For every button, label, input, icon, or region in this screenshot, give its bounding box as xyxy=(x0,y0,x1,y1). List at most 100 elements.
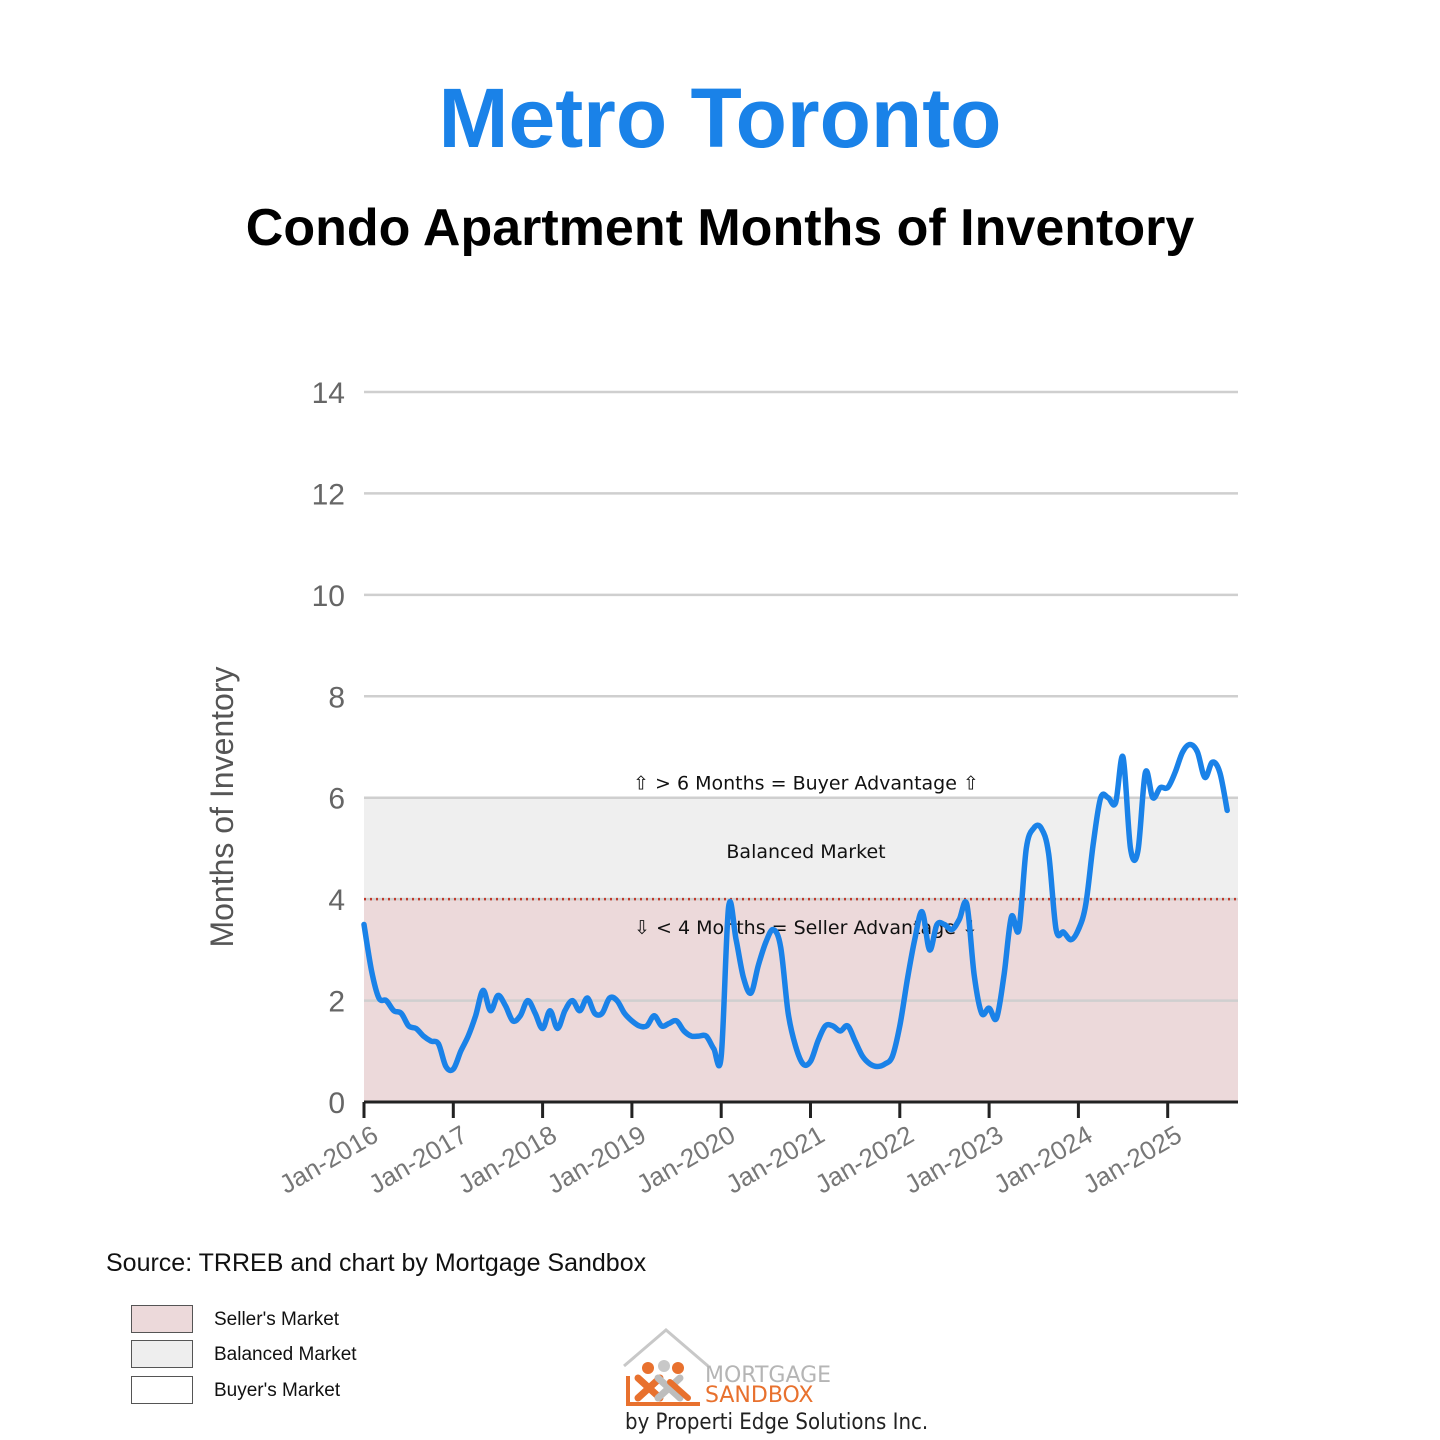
data-point-82 xyxy=(972,973,976,977)
data-point-81 xyxy=(965,902,969,906)
data-point-85 xyxy=(995,1016,999,1020)
data-point-59 xyxy=(801,1062,805,1066)
legend-label-sellers: Seller's Market xyxy=(214,1309,340,1330)
data-point-93 xyxy=(1054,928,1058,932)
data-point-67 xyxy=(861,1054,865,1058)
y-axis-label: Months of Inventory xyxy=(204,666,240,947)
logo-text-sandbox: SANDBOX xyxy=(705,1383,814,1408)
data-point-5 xyxy=(399,1011,403,1015)
legend-label-balanced: Balanced Market xyxy=(214,1344,357,1365)
x-tick-label-3: Jan-2019 xyxy=(542,1119,651,1199)
y-tick-label-6: 6 xyxy=(328,783,345,816)
data-point-47 xyxy=(712,1047,716,1051)
data-point-91 xyxy=(1039,826,1043,830)
data-point-39 xyxy=(652,1014,656,1018)
x-tick-label-7: Jan-2023 xyxy=(899,1119,1008,1199)
data-point-55 xyxy=(771,928,775,932)
data-point-115 xyxy=(1218,770,1222,774)
data-point-108 xyxy=(1166,786,1170,790)
data-point-14 xyxy=(466,1034,470,1038)
data-point-18 xyxy=(496,994,500,998)
data-point-96 xyxy=(1076,928,1080,932)
data-point-10 xyxy=(436,1042,440,1046)
data-point-44 xyxy=(689,1034,693,1038)
data-point-0 xyxy=(362,923,366,927)
data-point-109 xyxy=(1173,770,1177,774)
data-point-16 xyxy=(481,988,485,992)
data-point-11 xyxy=(444,1065,448,1069)
data-point-42 xyxy=(675,1019,679,1023)
annotation-0: ⇧ > 6 Months = Buyer Advantage ⇧ xyxy=(633,773,979,795)
data-point-9 xyxy=(429,1039,433,1043)
data-point-76 xyxy=(928,948,932,952)
y-tick-label-10: 10 xyxy=(312,580,345,613)
x-tick-label-5: Jan-2021 xyxy=(721,1119,830,1199)
data-point-3 xyxy=(384,999,388,1003)
data-point-101 xyxy=(1114,801,1118,805)
data-point-69 xyxy=(876,1065,880,1069)
data-point-78 xyxy=(942,923,946,927)
data-point-8 xyxy=(422,1034,426,1038)
data-point-36 xyxy=(630,1019,634,1023)
data-point-57 xyxy=(786,1011,790,1015)
y-tick-label-4: 4 xyxy=(328,884,345,917)
data-point-86 xyxy=(1002,973,1006,977)
data-point-63 xyxy=(831,1024,835,1028)
x-tick-label-1: Jan-2017 xyxy=(363,1119,472,1199)
data-point-60 xyxy=(809,1059,813,1063)
y-tick-label-0: 0 xyxy=(328,1087,345,1120)
data-point-29 xyxy=(578,1009,582,1013)
data-point-105 xyxy=(1143,770,1147,774)
annotation-1: Balanced Market xyxy=(726,841,885,863)
data-point-26 xyxy=(556,1027,560,1031)
legend-swatch-sellers xyxy=(131,1305,193,1333)
data-point-90 xyxy=(1032,826,1036,830)
y-tick-label-12: 12 xyxy=(312,478,345,511)
data-point-106 xyxy=(1151,796,1155,800)
annotation-2: ⇩ < 4 Months = Seller Advantage ⇩ xyxy=(634,917,978,939)
data-point-100 xyxy=(1106,796,1110,800)
data-point-48 xyxy=(719,1054,723,1058)
data-point-56 xyxy=(779,945,783,949)
data-point-107 xyxy=(1158,786,1162,790)
data-point-73 xyxy=(905,978,909,982)
x-tick-label-6: Jan-2022 xyxy=(810,1119,919,1199)
data-point-97 xyxy=(1084,902,1088,906)
data-point-40 xyxy=(660,1024,664,1028)
data-point-77 xyxy=(935,923,939,927)
data-point-31 xyxy=(593,1011,597,1015)
data-point-35 xyxy=(623,1011,627,1015)
data-point-38 xyxy=(645,1024,649,1028)
data-point-98 xyxy=(1091,841,1095,845)
data-point-111 xyxy=(1188,743,1192,747)
legend-label-buyers: Buyer's Market xyxy=(214,1380,341,1401)
data-point-64 xyxy=(838,1029,842,1033)
chart-subtitle: Condo Apartment Months of Inventory xyxy=(245,199,1195,257)
data-point-17 xyxy=(489,1009,493,1013)
data-point-1 xyxy=(369,968,373,972)
data-point-2 xyxy=(377,996,381,1000)
data-point-30 xyxy=(585,996,589,1000)
logo-byline: by Properti Edge Solutions Inc. xyxy=(625,1410,929,1435)
x-tick-label-2: Jan-2018 xyxy=(453,1119,562,1199)
data-point-94 xyxy=(1062,930,1066,934)
legend-swatch-balanced xyxy=(131,1340,193,1368)
source-note: Source: TRREB and chart by Mortgage Sand… xyxy=(106,1249,647,1277)
data-point-104 xyxy=(1136,849,1140,853)
data-point-45 xyxy=(697,1034,701,1038)
data-point-87 xyxy=(1009,915,1013,919)
data-point-15 xyxy=(474,1014,478,1018)
data-point-88 xyxy=(1017,928,1021,932)
data-point-51 xyxy=(742,976,746,980)
data-point-70 xyxy=(883,1062,887,1066)
data-point-46 xyxy=(704,1034,708,1038)
data-point-21 xyxy=(518,1014,522,1018)
data-point-75 xyxy=(920,910,924,914)
data-point-20 xyxy=(511,1019,515,1023)
data-point-49 xyxy=(727,905,731,909)
data-point-65 xyxy=(846,1024,850,1028)
x-tick-label-0: Jan-2016 xyxy=(274,1119,383,1199)
data-point-99 xyxy=(1099,796,1103,800)
data-point-52 xyxy=(749,991,753,995)
